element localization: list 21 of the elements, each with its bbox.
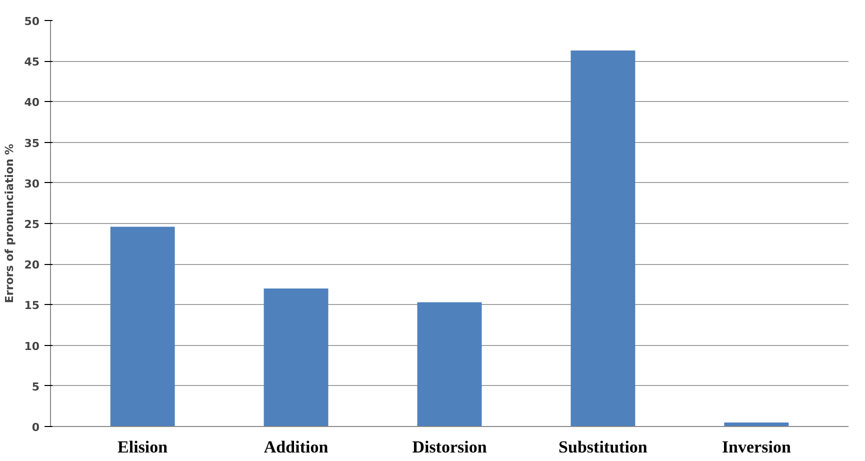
y-tick-label: 10: [24, 340, 40, 353]
y-tick-label: 25: [24, 218, 40, 231]
y-tick-label: 20: [24, 258, 40, 272]
bar: [110, 226, 175, 426]
x-tick-label: Distorsion: [412, 438, 488, 456]
y-tick-label: 50: [24, 15, 40, 28]
bar: [570, 50, 636, 426]
x-tick-label: Elision: [118, 438, 168, 456]
y-tick-label: 0: [32, 421, 40, 434]
y-tick-label: 5: [32, 380, 40, 394]
y-tick-label: 35: [24, 136, 40, 150]
x-tick-label: Substitution: [558, 438, 648, 456]
y-tick-label: 40: [24, 96, 40, 110]
bar: [417, 302, 482, 426]
bar: [264, 288, 328, 426]
y-axis-title: Errors of pronunciation %: [3, 144, 16, 304]
y-tick-label: 15: [24, 299, 40, 312]
x-tick-label: Inversion: [722, 438, 792, 456]
y-tick-label: 30: [24, 177, 40, 190]
y-tick-label: 45: [24, 56, 40, 69]
x-tick-label: Addition: [264, 438, 329, 456]
